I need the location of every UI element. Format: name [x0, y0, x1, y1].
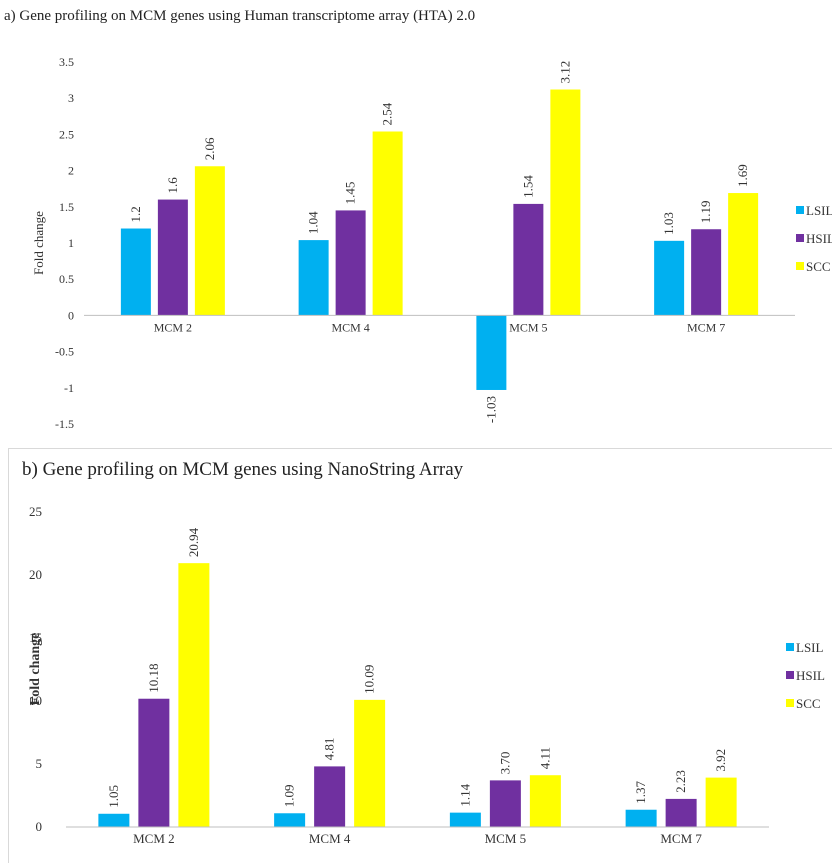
bar-hsil-mcm5: [489, 780, 521, 827]
bar-hsil-mcm5: [513, 203, 544, 316]
y-tick-label: 20: [29, 567, 42, 582]
chart-a-svg: -1.5 -1 -0.5 0 0.5 1 1.5 2 2.5 3 3.5 Fold change 1.2…: [31, 55, 832, 431]
bar-lsil-mcm4: [274, 813, 306, 827]
bar-lsil-mcm4: [298, 240, 329, 316]
y-tick-label: 1.5: [59, 200, 74, 214]
category-label: MCM 5: [509, 320, 547, 334]
legend-swatch-lsil: [796, 206, 804, 214]
data-label: 4.81: [322, 738, 337, 761]
legend-swatch-hsil: [786, 671, 794, 679]
legend-swatch-hsil: [796, 234, 804, 242]
chart-panel-a: a) Gene profiling on MCM genes using Hum…: [4, 8, 832, 431]
chart-panel-b: b) Gene profiling on MCM genes using Nan…: [8, 448, 832, 863]
data-label: 1.14: [457, 783, 472, 806]
y-tick-label: 0: [36, 819, 43, 834]
chart-title-a: a) Gene profiling on MCM genes using Hum…: [4, 8, 476, 24]
bar-scc-mcm4: [372, 131, 403, 316]
bar-lsil-mcm2: [98, 813, 130, 827]
chart-title-b: b) Gene profiling on MCM genes using Nan…: [22, 459, 464, 480]
y-tick-label: 2: [68, 164, 74, 178]
data-label: 1.69: [735, 164, 750, 187]
bar-scc-mcm7: [728, 193, 759, 316]
data-label: 1.37: [633, 780, 648, 803]
bar-lsil-mcm5: [476, 315, 507, 390]
bar-scc-mcm2: [178, 563, 210, 827]
legend-label-scc: SCC: [796, 696, 821, 711]
legend-swatch-lsil: [786, 643, 794, 651]
data-label: 1.19: [698, 200, 713, 223]
category-label: MCM 7: [660, 831, 702, 846]
y-tick-label: 2.5: [59, 127, 74, 141]
data-label: 1.03: [661, 212, 676, 235]
legend-label-scc: SCC: [806, 259, 831, 274]
data-label: 1.09: [282, 785, 297, 808]
y-tick-label: 3.5: [59, 55, 74, 69]
legend-label-hsil: HSIL: [796, 668, 825, 683]
legend-label-lsil: LSIL: [806, 203, 832, 218]
data-label: 1.6: [165, 177, 180, 194]
bar-lsil-mcm7: [625, 809, 657, 827]
data-label: 2.54: [380, 102, 395, 125]
bar-lsil-mcm7: [654, 240, 685, 316]
data-label: 2.23: [673, 770, 688, 793]
data-label: -1.03: [483, 396, 498, 423]
bar-hsil-mcm4: [314, 766, 346, 827]
category-label: MCM 5: [485, 831, 527, 846]
bar-hsil-mcm2: [138, 698, 170, 827]
bar-scc-mcm5: [529, 775, 561, 827]
y-tick-label: 5: [36, 756, 43, 771]
data-label: 1.54: [520, 175, 535, 198]
category-label: MCM 4: [331, 320, 369, 334]
y-tick-label: 25: [29, 504, 42, 519]
bar-hsil-mcm7: [691, 229, 722, 316]
legend-label-hsil: HSIL: [806, 231, 832, 246]
data-label: 1.04: [306, 211, 321, 234]
data-label: 10.18: [146, 663, 161, 692]
y-tick-label: -1: [64, 381, 74, 395]
category-label: MCM 4: [309, 831, 351, 846]
bar-lsil-mcm2: [120, 228, 151, 316]
data-label: 3.70: [497, 752, 512, 775]
y-tick-label: 15: [29, 630, 42, 645]
bar-scc-mcm5: [550, 89, 581, 316]
category-label: MCM 2: [133, 831, 175, 846]
bar-hsil-mcm7: [665, 798, 697, 827]
legend-swatch-scc: [796, 262, 804, 270]
legend-label-lsil: LSIL: [796, 640, 824, 655]
data-label: 1.45: [343, 182, 358, 205]
data-label: 2.06: [202, 137, 217, 160]
y-tick-label: -1.5: [55, 417, 74, 431]
category-label: MCM 2: [154, 320, 192, 334]
bar-hsil-mcm4: [335, 210, 366, 316]
y-tick-label: -0.5: [55, 345, 74, 359]
data-label: 4.11: [537, 747, 552, 769]
data-label: 3.92: [713, 749, 728, 772]
y-tick-label: 0.5: [59, 272, 74, 286]
data-label: 1.05: [106, 785, 121, 808]
data-label: 10.09: [362, 665, 377, 694]
legend-swatch-scc: [786, 699, 794, 707]
category-label: MCM 7: [687, 320, 725, 334]
y-axis-label: Fold change: [31, 211, 46, 275]
data-label: 20.94: [186, 527, 201, 557]
data-label: 3.12: [557, 61, 572, 84]
bar-scc-mcm7: [705, 777, 737, 827]
y-tick-label: 1: [68, 236, 74, 250]
data-label: 1.2: [128, 206, 143, 222]
y-axis-label: Fold change: [28, 633, 43, 706]
chart-b-svg: 0 5 10 15 20 25 Fold change 1.05 1.09 1.14 1.37 10.…: [28, 504, 825, 846]
bar-lsil-mcm5: [449, 812, 481, 827]
bar-scc-mcm2: [194, 166, 225, 316]
y-tick-label: 0: [68, 308, 74, 322]
y-tick-label: 10: [29, 693, 42, 708]
y-tick-label: 3: [68, 91, 74, 105]
bar-scc-mcm4: [354, 699, 386, 827]
bar-hsil-mcm2: [157, 199, 188, 316]
